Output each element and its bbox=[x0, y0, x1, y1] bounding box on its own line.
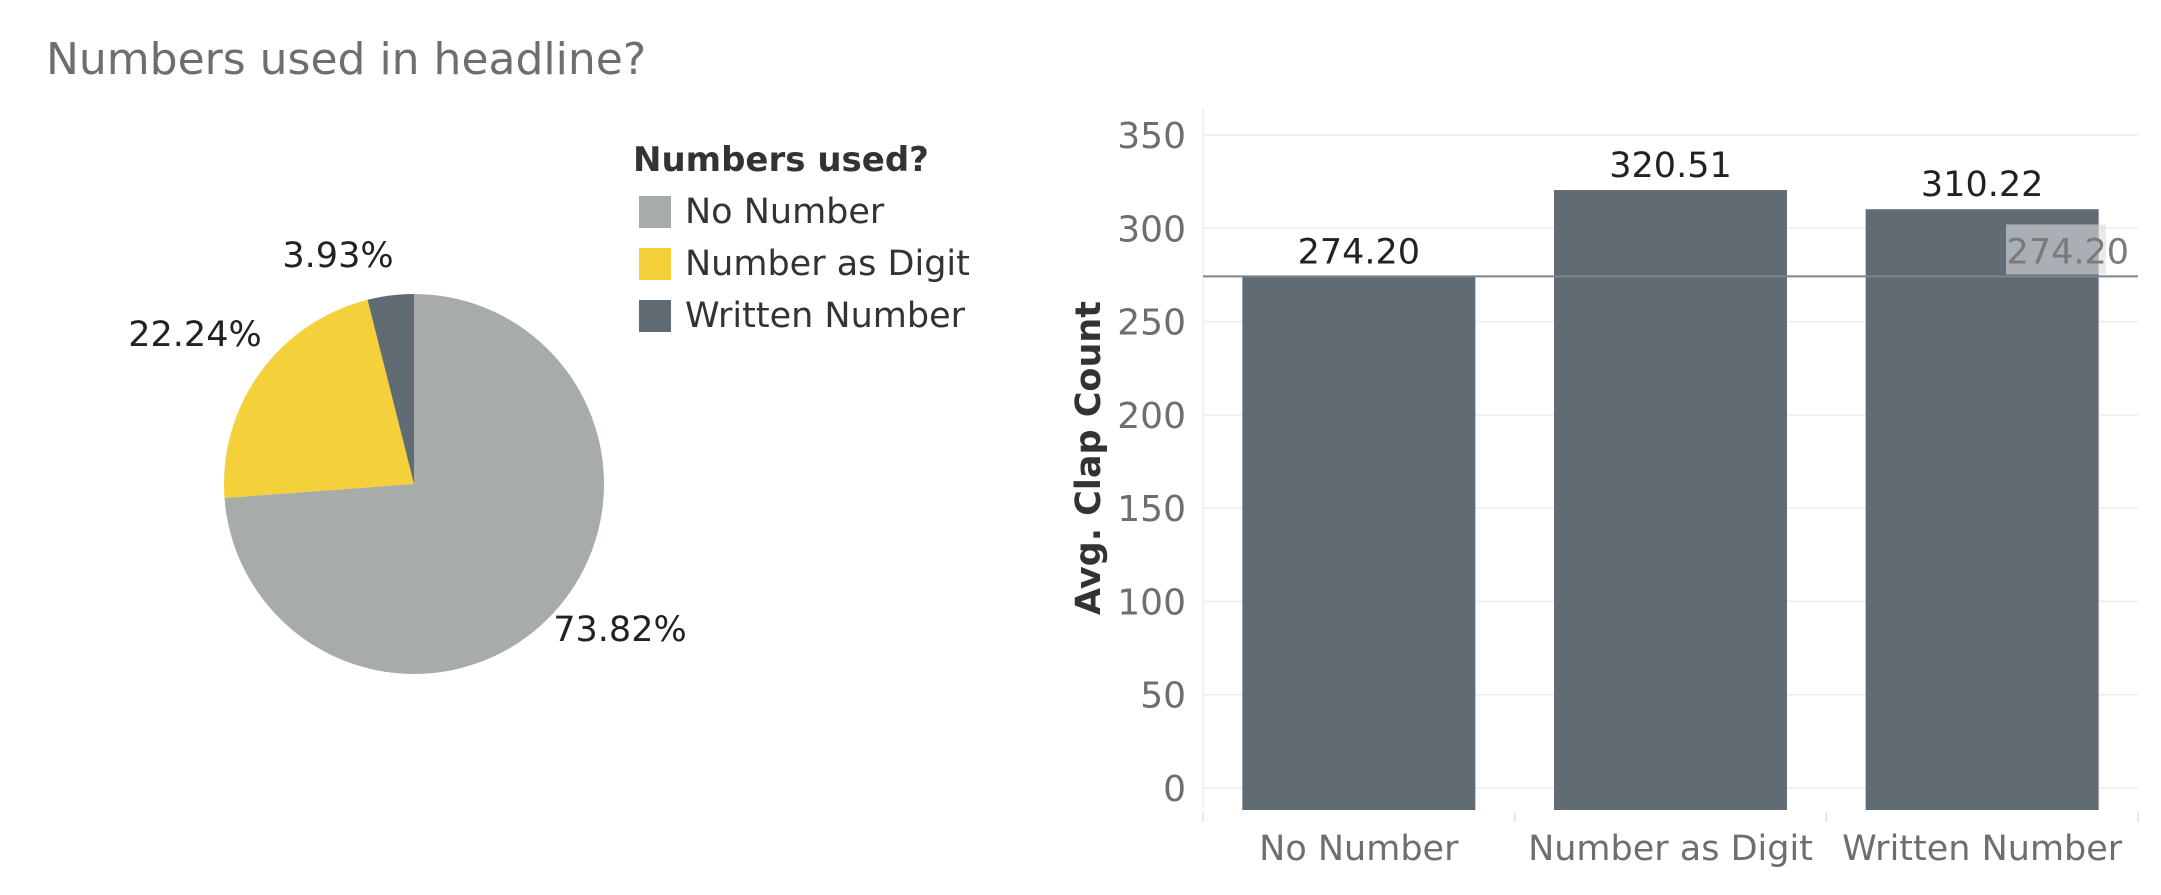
legend-label: Written Number bbox=[685, 296, 966, 336]
y-tick-label: 300 bbox=[1117, 209, 1186, 250]
legend-label: Number as Digit bbox=[685, 244, 970, 284]
pie-slice-no-number[interactable] bbox=[224, 294, 604, 675]
y-tick-label: 250 bbox=[1117, 303, 1186, 344]
dashboard-title: Numbers used in headline? bbox=[46, 34, 647, 85]
legend-item-number-as-digit[interactable]: Number as Digit bbox=[633, 238, 970, 290]
bar-written-number[interactable] bbox=[1865, 209, 2099, 810]
legend-title: Numbers used? bbox=[633, 140, 929, 180]
x-tick-label: Written Number bbox=[1842, 829, 2123, 869]
legend: Numbers used? No Number Number as Digit … bbox=[633, 140, 970, 342]
pie-chart: 73.82% 22.24% 3.93% bbox=[128, 236, 687, 675]
bar-value-label: 320.51 bbox=[1609, 146, 1731, 186]
legend-item-written-number[interactable]: Written Number bbox=[633, 290, 970, 342]
y-tick-label: 100 bbox=[1117, 582, 1186, 623]
y-axis-title: Avg. Clap Count bbox=[1069, 301, 1109, 615]
legend-label: No Number bbox=[685, 192, 885, 232]
bar-value-label: 274.20 bbox=[1298, 232, 1420, 272]
pie-slice-number-as-digit[interactable] bbox=[224, 299, 414, 498]
pie-label-written-number: 3.93% bbox=[282, 236, 393, 276]
x-tick-label: Number as Digit bbox=[1528, 829, 1813, 869]
y-tick-label: 350 bbox=[1117, 116, 1186, 157]
legend-swatch-no-number bbox=[639, 196, 671, 228]
bar-number-as-digit[interactable] bbox=[1554, 190, 1787, 811]
y-tick-label: 200 bbox=[1117, 396, 1186, 437]
reference-line-label: 274.20 bbox=[2007, 232, 2129, 272]
pie-label-number-as-digit: 22.24% bbox=[128, 315, 261, 355]
pie-slice-written-number[interactable] bbox=[367, 294, 414, 484]
reference-line-label-bg bbox=[2006, 224, 2106, 275]
x-tick-label: No Number bbox=[1259, 829, 1459, 869]
legend-swatch-written-number bbox=[639, 300, 671, 332]
bar-no-number[interactable] bbox=[1242, 276, 1476, 810]
bar-value-label: 310.22 bbox=[1921, 165, 2043, 205]
y-tick-label: 50 bbox=[1140, 676, 1186, 717]
legend-item-no-number[interactable]: No Number bbox=[633, 186, 970, 238]
legend-swatch-number-as-digit bbox=[639, 248, 671, 280]
pie-label-no-number: 73.82% bbox=[553, 610, 686, 650]
y-tick-label: 0 bbox=[1163, 769, 1186, 810]
y-tick-label: 150 bbox=[1117, 489, 1186, 530]
